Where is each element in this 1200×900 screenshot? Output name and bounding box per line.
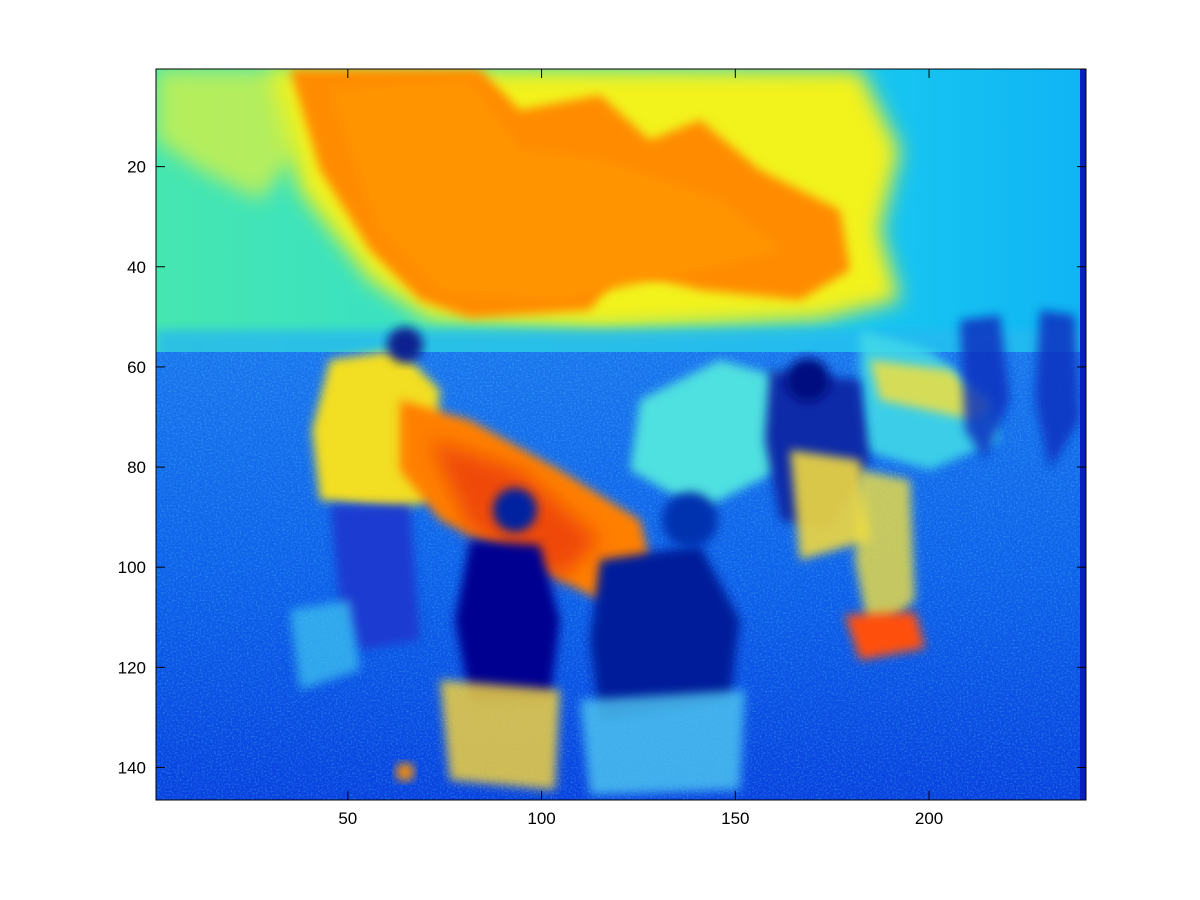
axes: 50 100 150 200 20 40 60 80 100 120 140 (118, 68, 1087, 828)
y-tick-label: 20 (127, 158, 146, 177)
heatmap-image (156, 69, 1086, 800)
x-tick-label: 50 (338, 809, 357, 828)
x-tick-label: 100 (527, 809, 555, 828)
x-tick-label: 200 (915, 809, 943, 828)
x-tick-label: 150 (721, 809, 749, 828)
image-right-edge (1080, 69, 1086, 800)
y-tick-label: 120 (118, 658, 146, 677)
y-tick-label: 100 (118, 558, 146, 577)
y-tick-label: 140 (118, 758, 146, 777)
y-tick-label: 80 (127, 458, 146, 477)
y-tick-label: 60 (127, 358, 146, 377)
y-tick-label: 40 (127, 258, 146, 277)
axes-frame (155, 68, 1087, 801)
